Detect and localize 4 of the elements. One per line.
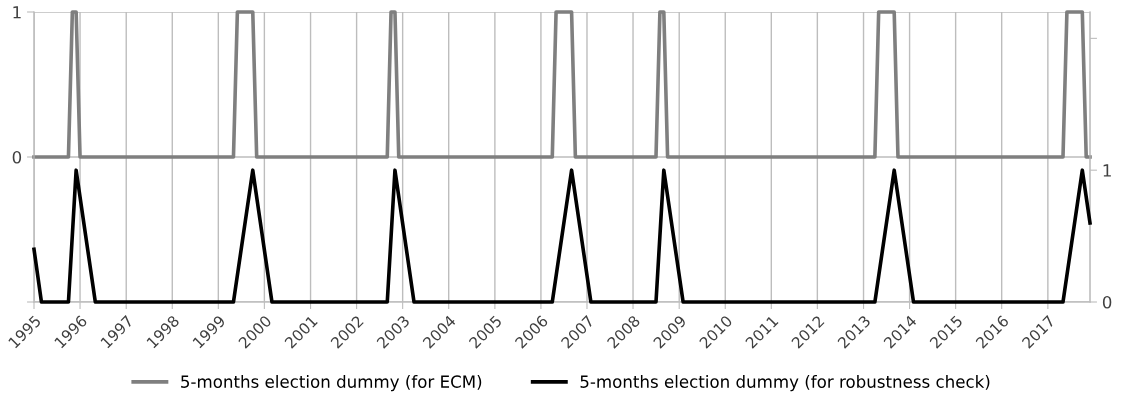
y2-tick-label: 0 bbox=[1102, 295, 1112, 309]
legend-label: 5-months election dummy (for ECM) bbox=[181, 375, 482, 392]
legend-label: 5-months election dummy (for robustness check) bbox=[580, 375, 990, 392]
y2-tick-label: 1 bbox=[1103, 164, 1111, 177]
